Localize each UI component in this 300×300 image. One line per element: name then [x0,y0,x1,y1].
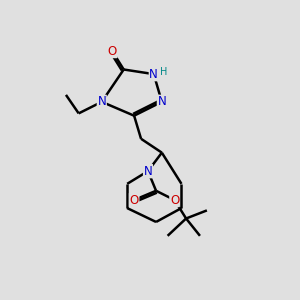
Text: H: H [160,67,168,77]
Text: N: N [149,68,158,81]
Text: N: N [158,95,166,108]
Text: N: N [98,95,106,108]
Text: O: O [107,44,117,58]
Text: O: O [130,194,139,206]
Text: O: O [170,194,179,206]
Text: N: N [144,165,152,178]
